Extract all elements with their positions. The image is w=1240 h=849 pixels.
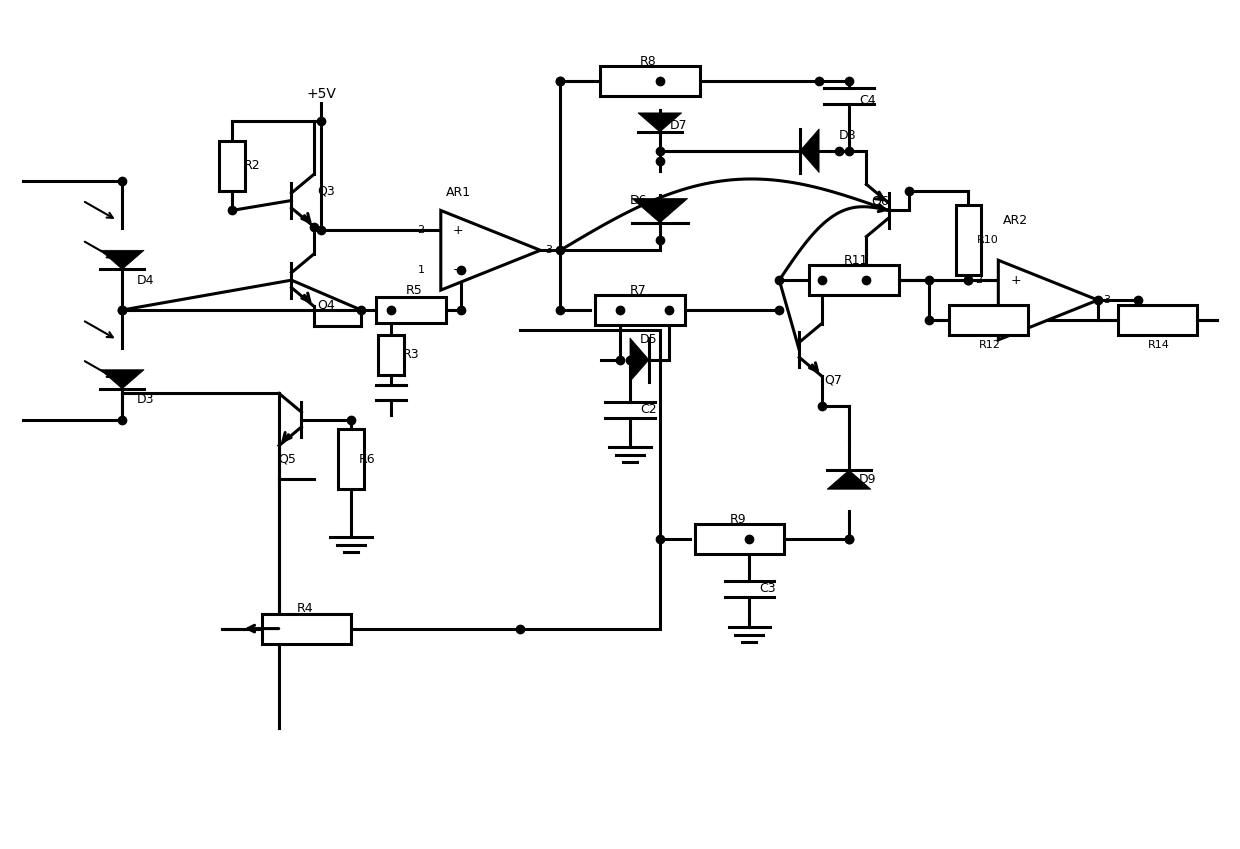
Bar — [1117, 305, 1198, 335]
Text: 2: 2 — [975, 275, 982, 285]
Text: AR2: AR2 — [1003, 214, 1028, 227]
Polygon shape — [440, 211, 541, 290]
Polygon shape — [100, 370, 144, 389]
Polygon shape — [827, 470, 870, 489]
Polygon shape — [632, 199, 688, 222]
Polygon shape — [800, 129, 820, 172]
Polygon shape — [630, 338, 649, 382]
Text: R11: R11 — [844, 254, 868, 267]
Text: C2: C2 — [640, 403, 656, 416]
Text: R5: R5 — [405, 284, 423, 296]
Bar — [218, 141, 244, 190]
Text: 3: 3 — [546, 245, 552, 256]
Text: AR1: AR1 — [445, 186, 471, 199]
Text: 1: 1 — [975, 315, 982, 325]
Text: C4: C4 — [859, 94, 875, 108]
Text: R10: R10 — [976, 235, 998, 245]
Text: 1: 1 — [418, 265, 424, 275]
Polygon shape — [998, 261, 1097, 340]
Text: Q7: Q7 — [825, 374, 842, 386]
Text: −: − — [1011, 313, 1021, 327]
Text: D9: D9 — [859, 473, 877, 486]
Text: D8: D8 — [839, 129, 857, 143]
Text: D5: D5 — [640, 334, 657, 346]
Bar — [595, 295, 684, 325]
Text: Q4: Q4 — [317, 299, 335, 312]
Text: 2: 2 — [418, 225, 424, 235]
Text: Q6: Q6 — [872, 194, 889, 207]
Text: R6: R6 — [360, 453, 376, 466]
Polygon shape — [637, 113, 682, 132]
Bar — [694, 524, 784, 554]
Text: R7: R7 — [630, 284, 647, 296]
Text: +: + — [1011, 273, 1021, 287]
Text: R9: R9 — [729, 513, 746, 526]
Bar — [339, 430, 365, 489]
Text: +5V: +5V — [306, 87, 336, 101]
Text: −: − — [453, 264, 464, 277]
Text: D4: D4 — [138, 273, 155, 287]
Text: 3: 3 — [1102, 295, 1110, 305]
Text: R4: R4 — [296, 602, 312, 616]
Text: C3: C3 — [759, 582, 776, 595]
Polygon shape — [100, 250, 144, 269]
Bar — [956, 205, 981, 275]
Text: R2: R2 — [244, 159, 260, 172]
Text: D7: D7 — [670, 120, 687, 132]
Bar — [378, 335, 404, 374]
Bar — [949, 305, 1028, 335]
Bar — [262, 614, 351, 644]
Text: Q5: Q5 — [279, 453, 296, 466]
Bar — [376, 297, 445, 323]
Text: R8: R8 — [640, 54, 657, 68]
Bar — [810, 265, 899, 295]
Text: D6: D6 — [630, 194, 647, 207]
Text: R3: R3 — [403, 348, 419, 362]
Text: R12: R12 — [978, 340, 1001, 350]
Text: +: + — [453, 224, 464, 237]
Text: R14: R14 — [1148, 340, 1169, 350]
Text: D3: D3 — [138, 393, 155, 406]
Bar — [600, 66, 699, 96]
Text: Q3: Q3 — [317, 184, 335, 197]
